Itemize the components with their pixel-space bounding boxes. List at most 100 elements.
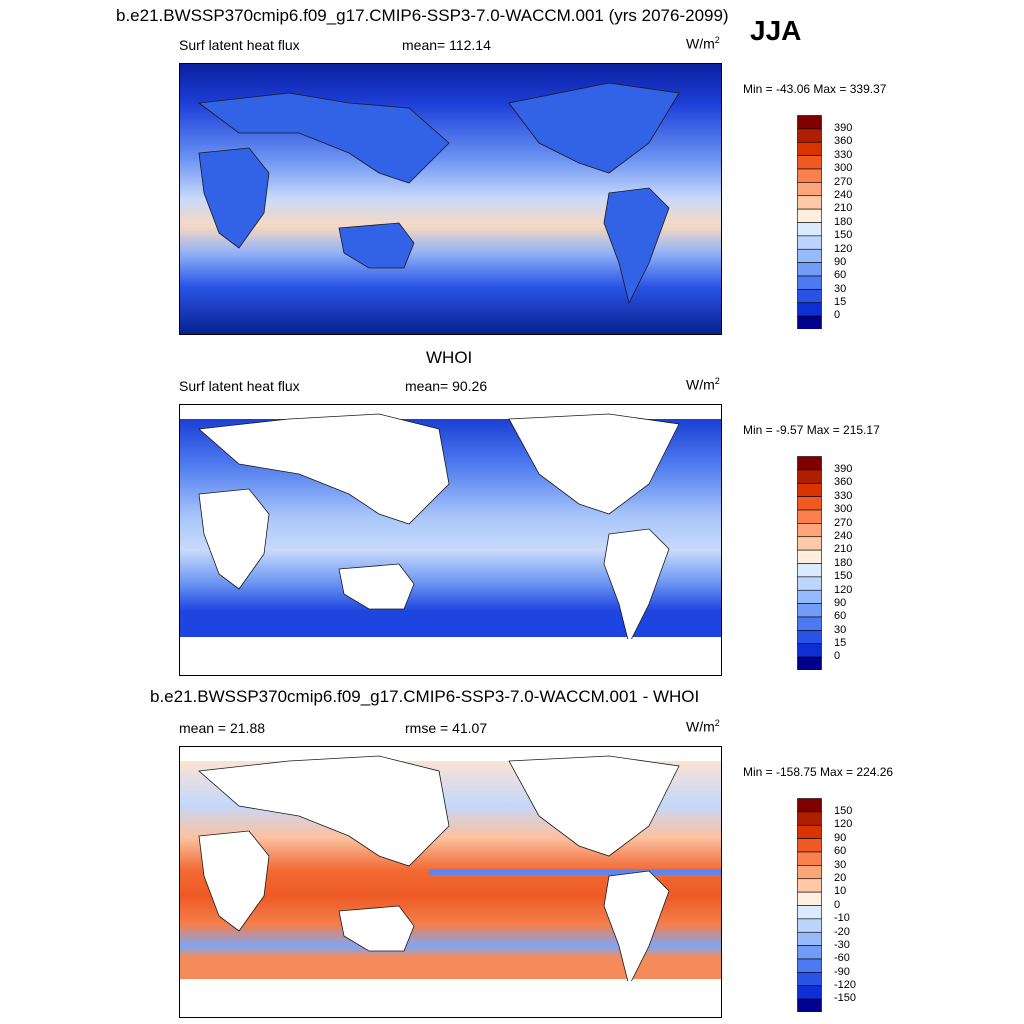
colorbar-swatch <box>797 262 822 277</box>
colorbar-swatch <box>797 838 822 853</box>
colorbar-swatch <box>797 563 822 578</box>
colorbar-swatch <box>797 851 822 866</box>
colorbar-swatch <box>797 235 822 250</box>
panel2-map <box>179 404 722 676</box>
colorbar-swatch <box>797 824 822 839</box>
panel3-cb-label: -60 <box>834 952 850 964</box>
panel1-cb-label: 240 <box>834 189 853 201</box>
panel2-title: WHOI <box>426 348 473 367</box>
panel2-mean-label: mean= 90.26 <box>405 378 488 394</box>
panel3-title: b.e21.BWSSP370cmip6.f09_g17.CMIP6-SSP3-7… <box>150 687 700 706</box>
panel2-continents <box>179 413 722 676</box>
panel2-cb-label: 180 <box>834 557 853 569</box>
panel3-cb-label: 0 <box>834 899 841 911</box>
panel1-cb-label: 210 <box>834 202 853 214</box>
colorbar-swatch <box>797 905 822 920</box>
panel1-mean-label: mean= 112.14 <box>402 37 491 53</box>
colorbar-swatch <box>797 469 822 484</box>
colorbar-swatch <box>797 496 822 511</box>
colorbar-swatch <box>797 998 822 1012</box>
panel3-mean-label: mean = 21.88 <box>179 720 266 736</box>
panel3-cb-label: 90 <box>834 832 847 844</box>
colorbar-swatch <box>797 208 822 223</box>
colorbar-swatch <box>797 958 822 973</box>
colorbar-swatch <box>797 603 822 618</box>
colorbar-swatch <box>797 643 822 658</box>
panel3-cb-label: -150 <box>834 992 857 1004</box>
colorbar-swatch <box>797 115 822 130</box>
colorbar-swatch <box>797 985 822 1000</box>
colorbar-swatch <box>797 616 822 631</box>
panel2-cb-label: 90 <box>834 597 847 609</box>
panel2-variable-label: Surf latent heat flux <box>179 378 300 394</box>
colorbar-swatch <box>797 523 822 538</box>
season-label: JJA <box>750 15 802 46</box>
colorbar-swatch <box>797 589 822 604</box>
colorbar-swatch <box>797 182 822 197</box>
colorbar-swatch <box>797 168 822 183</box>
panel1-cb-label: 90 <box>834 256 847 268</box>
panel1-cb-label: 120 <box>834 243 853 255</box>
colorbar-swatch <box>797 141 822 156</box>
colorbar-swatch <box>797 972 822 987</box>
colorbar-swatch <box>797 222 822 237</box>
colorbar-swatch <box>797 549 822 564</box>
panel3-cb-label: 10 <box>834 885 847 897</box>
panel1-cb-label: 360 <box>834 135 853 147</box>
panel1-cb-label: 270 <box>834 176 853 188</box>
panel1-cb-label: 180 <box>834 216 853 228</box>
panel3-equatorial-band <box>429 869 722 875</box>
colorbar-swatch <box>797 931 822 946</box>
colorbar-swatch <box>797 798 822 813</box>
panel1-colorbar <box>797 115 822 329</box>
colorbar-swatch <box>797 275 822 290</box>
panel3-cb-label: 60 <box>834 845 847 857</box>
panel3-units: W/m2 <box>686 718 720 735</box>
panel2-cb-label: 270 <box>834 517 853 529</box>
colorbar-swatch <box>797 891 822 906</box>
colorbar-swatch <box>797 248 822 263</box>
panel1-cb-label: 390 <box>834 122 853 134</box>
panel3-continents <box>179 755 722 1018</box>
colorbar-swatch <box>797 456 822 471</box>
panel3-rmse-label: rmse = 41.07 <box>405 720 488 736</box>
panel2-minmax: Min = -9.57 Max = 215.17 <box>743 423 880 437</box>
colorbar-swatch <box>797 865 822 880</box>
colorbar-swatch <box>797 878 822 893</box>
colorbar-swatch <box>797 945 822 960</box>
panel1-cb-label: 0 <box>834 309 841 321</box>
colorbar-swatch <box>797 289 822 304</box>
panel2-colorbar <box>797 456 822 670</box>
colorbar-swatch <box>797 509 822 524</box>
panel3-cb-label: 150 <box>834 805 853 817</box>
panel3-cb-label: 120 <box>834 818 853 830</box>
colorbar-swatch <box>797 630 822 645</box>
panel3-colorbar-labels: 150 120 90 60 30 20 10 0 -10 -20 -30 -60… <box>826 798 866 1012</box>
panel1-variable-label: Surf latent heat flux <box>179 37 300 53</box>
panel1-cb-label: 60 <box>834 269 847 281</box>
panel2-cb-label: 30 <box>834 624 847 636</box>
panel2-cb-label: 390 <box>834 463 853 475</box>
panel3-cb-label: -90 <box>834 966 850 978</box>
colorbar-swatch <box>797 811 822 826</box>
colorbar-swatch <box>797 128 822 143</box>
panel2-cb-label: 300 <box>834 503 853 515</box>
panel3-cb-label: 20 <box>834 872 847 884</box>
colorbar-swatch <box>797 656 822 670</box>
colorbar-swatch <box>797 576 822 591</box>
panel1-continents <box>197 82 680 305</box>
colorbar-swatch <box>797 482 822 497</box>
panel2-cb-label: 15 <box>834 637 847 649</box>
panel3-cb-label: -10 <box>834 912 850 924</box>
panel1-cb-label: 30 <box>834 283 847 295</box>
colorbar-swatch <box>797 195 822 210</box>
panel1-map <box>179 63 722 335</box>
panel3-map <box>179 746 722 1018</box>
panel2-cb-label: 210 <box>834 543 853 555</box>
panel1-colorbar-labels: 390 360 330 300 270 240 210 180 150 120 … <box>826 115 866 329</box>
panel2-units: W/m2 <box>686 376 720 393</box>
panel3-minmax: Min = -158.75 Max = 224.26 <box>743 765 894 779</box>
panel3-cb-label: 30 <box>834 859 847 871</box>
panel2-cb-label: 60 <box>834 610 847 622</box>
panel1-units: W/m2 <box>686 35 720 52</box>
